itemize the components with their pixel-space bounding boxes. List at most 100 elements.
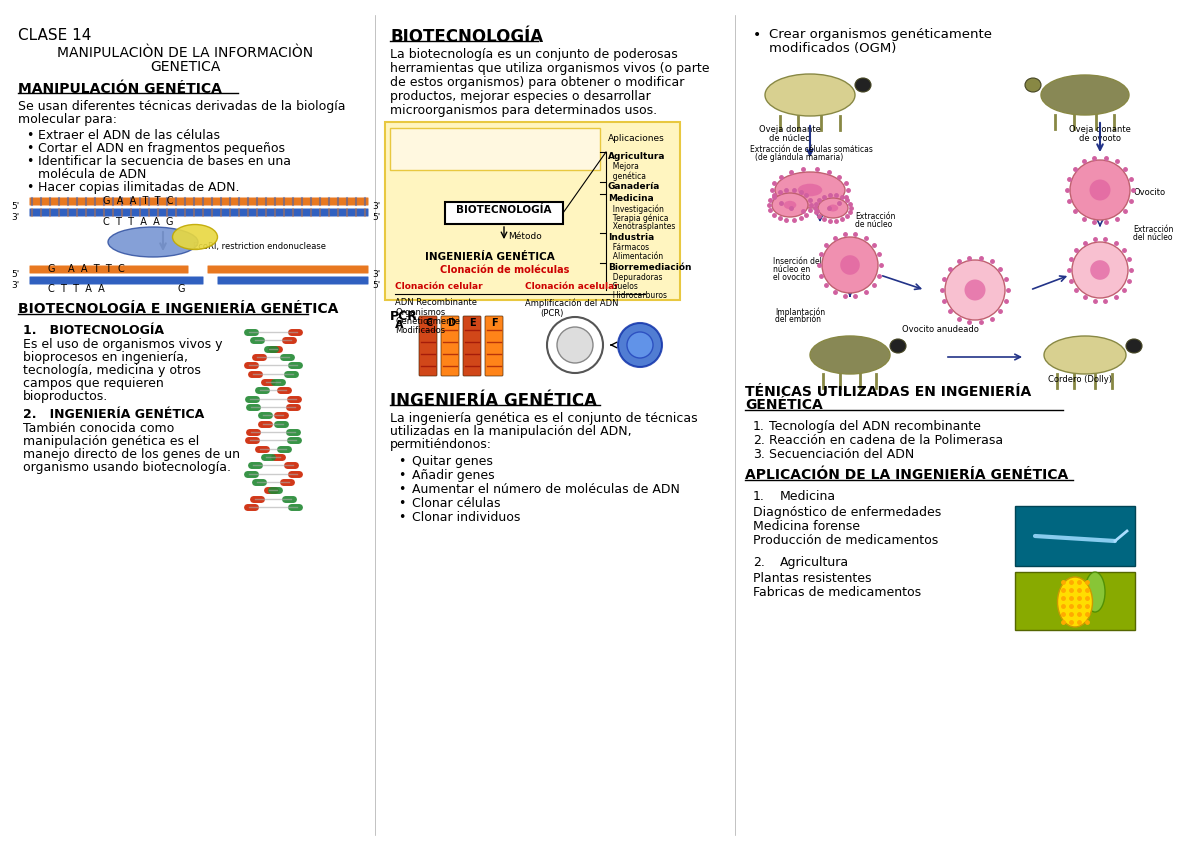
Text: Mejora: Mejora [608,162,638,171]
Text: PCR: PCR [390,310,418,323]
Text: Organismos: Organismos [395,308,445,317]
Text: Alimentación: Alimentación [608,252,664,261]
Text: A  A  T  T  C: A A T T C [68,264,125,274]
Text: campos que requieren: campos que requieren [23,377,163,390]
Ellipse shape [1090,260,1110,280]
Text: Industria: Industria [608,233,654,242]
Text: 2.   INGENIERÍA GENÉTICA: 2. INGENIERÍA GENÉTICA [23,408,204,421]
Ellipse shape [1085,572,1105,612]
Ellipse shape [1025,78,1042,92]
Bar [745,50,1193,370]
Ellipse shape [1090,179,1110,200]
Text: manejo directo de los genes de un: manejo directo de los genes de un [23,448,240,461]
Text: Terapia génica: Terapia génica [608,213,668,222]
Ellipse shape [784,201,797,209]
Text: Extraer el ADN de las células: Extraer el ADN de las células [38,129,220,142]
Text: Tecnología del ADN recombinante: Tecnología del ADN recombinante [769,420,980,433]
Text: La ingeniería genética es el conjunto de técnicas: La ingeniería genética es el conjunto de… [390,412,697,425]
Text: Agricultura: Agricultura [608,152,666,161]
Text: INGENIERÍA GENÉTICA: INGENIERÍA GENÉTICA [425,252,554,262]
Text: Ganadería: Ganadería [608,182,660,191]
Text: Extracción: Extracción [854,212,895,221]
Text: 1.: 1. [754,420,764,433]
Text: 5': 5' [372,213,380,222]
Ellipse shape [173,224,217,250]
Text: Reacción en cadena de la Polimerasa: Reacción en cadena de la Polimerasa [769,434,1003,447]
Ellipse shape [798,183,822,196]
Text: productos, mejorar especies o desarrollar: productos, mejorar especies o desarrolla… [390,90,650,103]
Text: GENÉTICA: GENÉTICA [745,398,823,412]
Text: Método: Método [508,232,541,241]
Text: Medicina: Medicina [608,194,654,203]
Text: 1.: 1. [754,490,764,503]
Text: Investigación: Investigación [608,204,664,213]
Text: Amplificación del ADN: Amplificación del ADN [526,298,618,307]
Text: Se usan diferentes técnicas derivadas de la biología: Se usan diferentes técnicas derivadas de… [18,100,346,113]
Text: •: • [754,28,761,42]
Text: Xenotrasplantes: Xenotrasplantes [608,222,676,231]
Text: 5': 5' [12,202,20,211]
Text: de núcleo: de núcleo [854,220,893,229]
Text: APLICACIÓN DE LA INGENIERÍA GENÉTICA: APLICACIÓN DE LA INGENIERÍA GENÉTICA [745,468,1068,482]
Text: Extracción de células somáticas: Extracción de células somáticas [750,145,872,154]
Text: 3': 3' [372,202,380,211]
Ellipse shape [1042,75,1129,115]
Text: Cordero (Dolly): Cordero (Dolly) [1048,375,1112,384]
Ellipse shape [1044,336,1126,374]
Text: EcoRI, restriction endonuclease: EcoRI, restriction endonuclease [193,242,326,251]
Text: Biorremediación: Biorremediación [608,263,691,272]
Text: (de glándula mamaria): (de glándula mamaria) [755,153,844,162]
Text: microorganismos para determinados usos.: microorganismos para determinados usos. [390,104,658,117]
Text: •: • [398,469,406,482]
Text: Clonar células: Clonar células [412,497,500,510]
FancyBboxPatch shape [30,266,188,273]
Text: de núcleo: de núcleo [769,134,811,143]
Text: Ovocito anudeado: Ovocito anudeado [901,325,978,334]
Ellipse shape [840,256,859,275]
Text: Medicina: Medicina [780,490,836,503]
Text: Identificar la secuencia de bases en una: Identificar la secuencia de bases en una [38,155,292,168]
Text: •: • [398,455,406,468]
Text: Diagnóstico de enfermedades: Diagnóstico de enfermedades [754,506,941,519]
Text: C  T  T  A  A: C T T A A [48,284,104,294]
Text: 1.   BIOTECNOLOGÍA: 1. BIOTECNOLOGÍA [23,324,164,337]
Text: D: D [446,318,455,328]
Text: Extracción: Extracción [1133,225,1174,234]
Text: Fármacos: Fármacos [608,243,649,252]
Text: También conocida como: También conocida como [23,422,174,435]
Text: •: • [26,142,34,155]
Text: G  A  A  T  T  C: G A A T T C [103,196,174,206]
Text: Agricultura: Agricultura [780,556,850,569]
Ellipse shape [1126,339,1142,353]
Text: Añadir genes: Añadir genes [412,469,494,482]
Text: Aumentar el número de moléculas de ADN: Aumentar el número de moléculas de ADN [412,483,680,496]
Text: 3': 3' [12,213,20,222]
Text: 3.: 3. [754,448,764,461]
Ellipse shape [890,339,906,353]
Text: •: • [26,129,34,142]
FancyBboxPatch shape [208,266,368,273]
Text: BIOTECNOLOGÍA E INGENIERÍA GENÉTICA: BIOTECNOLOGÍA E INGENIERÍA GENÉTICA [18,302,338,316]
Text: Aplicaciones: Aplicaciones [608,134,665,143]
Text: Producción de medicamentos: Producción de medicamentos [754,534,938,547]
Text: Crear organismos genéticamente: Crear organismos genéticamente [769,28,992,41]
Text: 3': 3' [12,281,20,290]
Text: 5': 5' [12,270,20,279]
Text: (PCR): (PCR) [540,309,563,318]
Circle shape [547,317,604,373]
Text: C  T  T  A  A  G: C T T A A G [103,217,174,227]
Text: 2.: 2. [754,434,764,447]
Ellipse shape [1070,160,1130,220]
FancyBboxPatch shape [442,316,458,376]
Text: manipulación genética es el: manipulación genética es el [23,435,199,448]
Text: •: • [26,155,34,168]
Text: Depuradoras: Depuradoras [608,273,662,282]
Text: GENETICA: GENETICA [150,60,220,74]
Text: Modificados: Modificados [395,326,445,335]
Text: Hacer copias ilimitadas de ADN.: Hacer copias ilimitadas de ADN. [38,181,240,194]
Text: Hidrocarburos: Hidrocarburos [608,291,667,300]
Text: C: C [425,318,432,328]
Text: Es el uso de organismos vivos y: Es el uso de organismos vivos y [23,338,222,351]
Text: MANIPULACIÒN DE LA INFORMACIÒN: MANIPULACIÒN DE LA INFORMACIÒN [56,46,313,60]
Bar [1015,506,1135,566]
